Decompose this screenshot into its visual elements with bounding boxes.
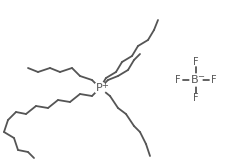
Text: P: P	[96, 83, 102, 93]
Text: +: +	[102, 81, 108, 90]
Text: F: F	[193, 57, 199, 67]
Text: F: F	[193, 93, 199, 103]
Circle shape	[190, 74, 202, 86]
Circle shape	[94, 82, 106, 94]
Text: −: −	[197, 72, 204, 82]
Text: F: F	[211, 75, 217, 85]
Text: B: B	[191, 75, 199, 85]
Text: F: F	[175, 75, 181, 85]
